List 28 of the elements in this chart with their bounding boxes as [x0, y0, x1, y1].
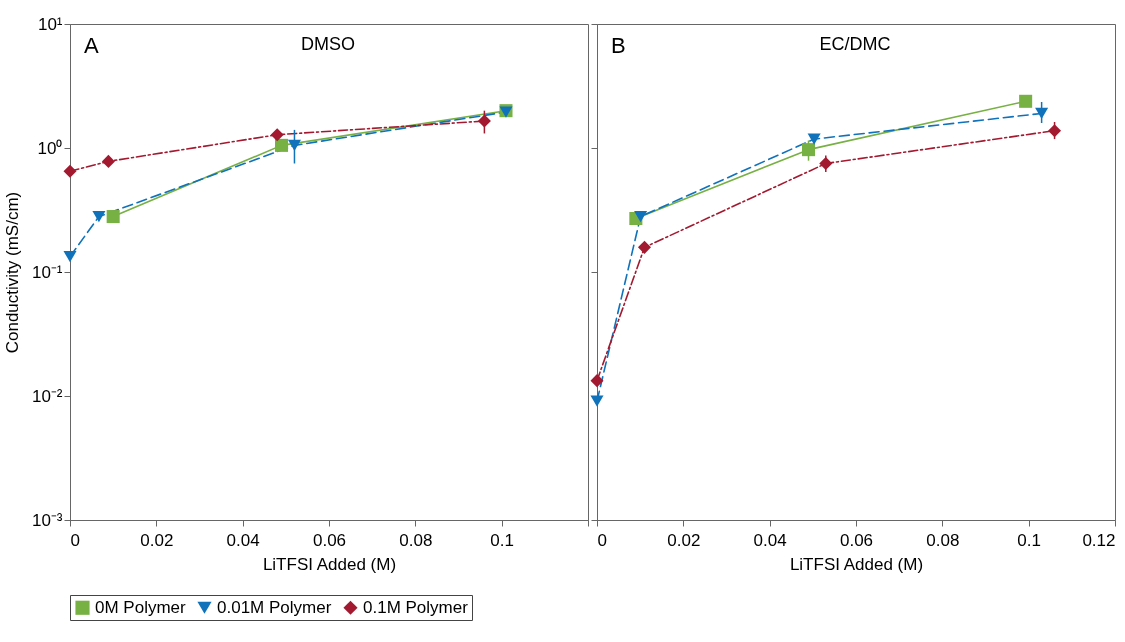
annotation: A [84, 33, 99, 58]
x-tick-label: 0.04 [753, 530, 787, 550]
y-tick-label: 10¹ [37, 14, 63, 34]
x-axis-title: LiTFSI Added (M) [262, 554, 397, 574]
x-tick-label: 0.06 [839, 530, 874, 550]
x-tick-label: 0.1 [1017, 530, 1041, 550]
x-tick-label: 0.08 [926, 530, 960, 550]
x-tick-label: 0.04 [226, 530, 260, 550]
x-tick-label: 0 [597, 530, 607, 550]
x-tick-label: 0 [70, 530, 80, 550]
text: EC/DMC [819, 34, 891, 54]
x-tick-label: 0.12 [1082, 530, 1116, 550]
y-tick-label: 10⁻² [31, 386, 63, 406]
y-tick-label: 10⁻¹ [31, 262, 63, 282]
legend-label: 0M Polymer [95, 597, 187, 617]
y-axis-title: Conductivity (mS/cm) [2, 191, 22, 354]
y-tick-label: 10⁻³ [31, 510, 63, 530]
x-tick-label: 0.02 [667, 530, 701, 550]
x-tick-label: 0.1 [490, 530, 514, 550]
x-tick-label: 0.02 [140, 530, 174, 550]
legend-label: 0.1M Polymer [363, 597, 469, 617]
x-axis-title: LiTFSI Added (M) [789, 554, 924, 574]
x-tick-label: 0.08 [399, 530, 433, 550]
text: DMSO [301, 34, 355, 54]
annotation: B [611, 33, 626, 58]
x-tick-label: 0.06 [312, 530, 347, 550]
y-tick-label: 10⁰ [37, 138, 63, 158]
legend-label: 0.01M Polymer [217, 597, 332, 617]
